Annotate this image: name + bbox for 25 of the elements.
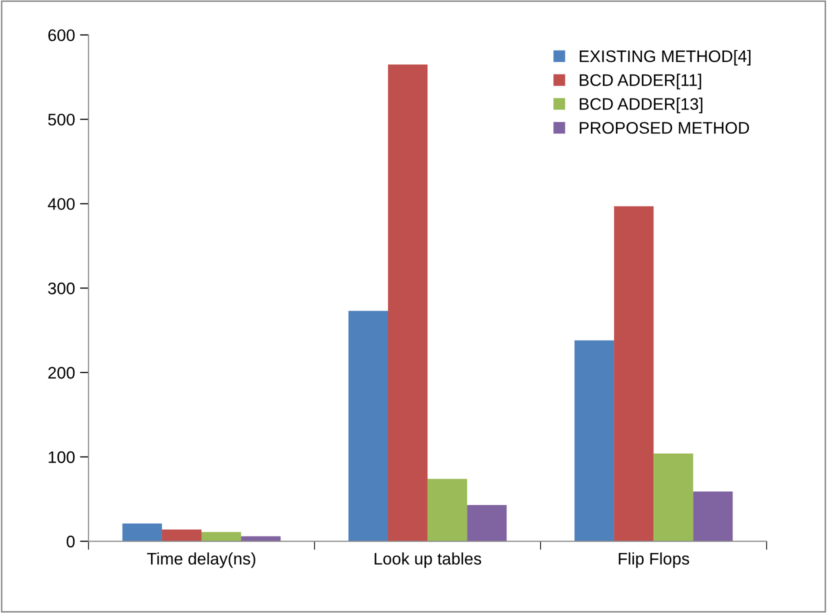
bar [162,529,202,542]
x-tick-label: Time delay(ns) [147,552,256,568]
legend-label: BCD ADDER[11] [580,74,702,90]
bar [574,340,614,542]
y-tick-label: 100 [48,451,75,464]
x-tick-label: Look up tables [374,552,482,568]
bar [654,454,694,542]
bar [202,532,242,542]
legend-label: BCD ADDER[13] [580,98,702,114]
bar [693,491,733,542]
y-tick-label: 200 [48,366,75,379]
y-tick-label: 300 [48,282,75,294]
bar [614,206,654,542]
bar [428,478,468,542]
legend-label: PROPOSED METHOD [580,122,749,134]
bar [388,64,428,542]
legend-label: EXISTING METHOD[4] [580,50,750,66]
y-tick-label: 400 [48,198,75,210]
y-tick-label: 500 [48,114,75,126]
bar [467,504,507,542]
x-tick-label: Flip Flops [618,552,690,568]
bar [348,310,388,542]
bar [122,524,162,542]
y-tick-label: 600 [48,29,75,42]
y-tick-label: 0 [66,536,75,548]
